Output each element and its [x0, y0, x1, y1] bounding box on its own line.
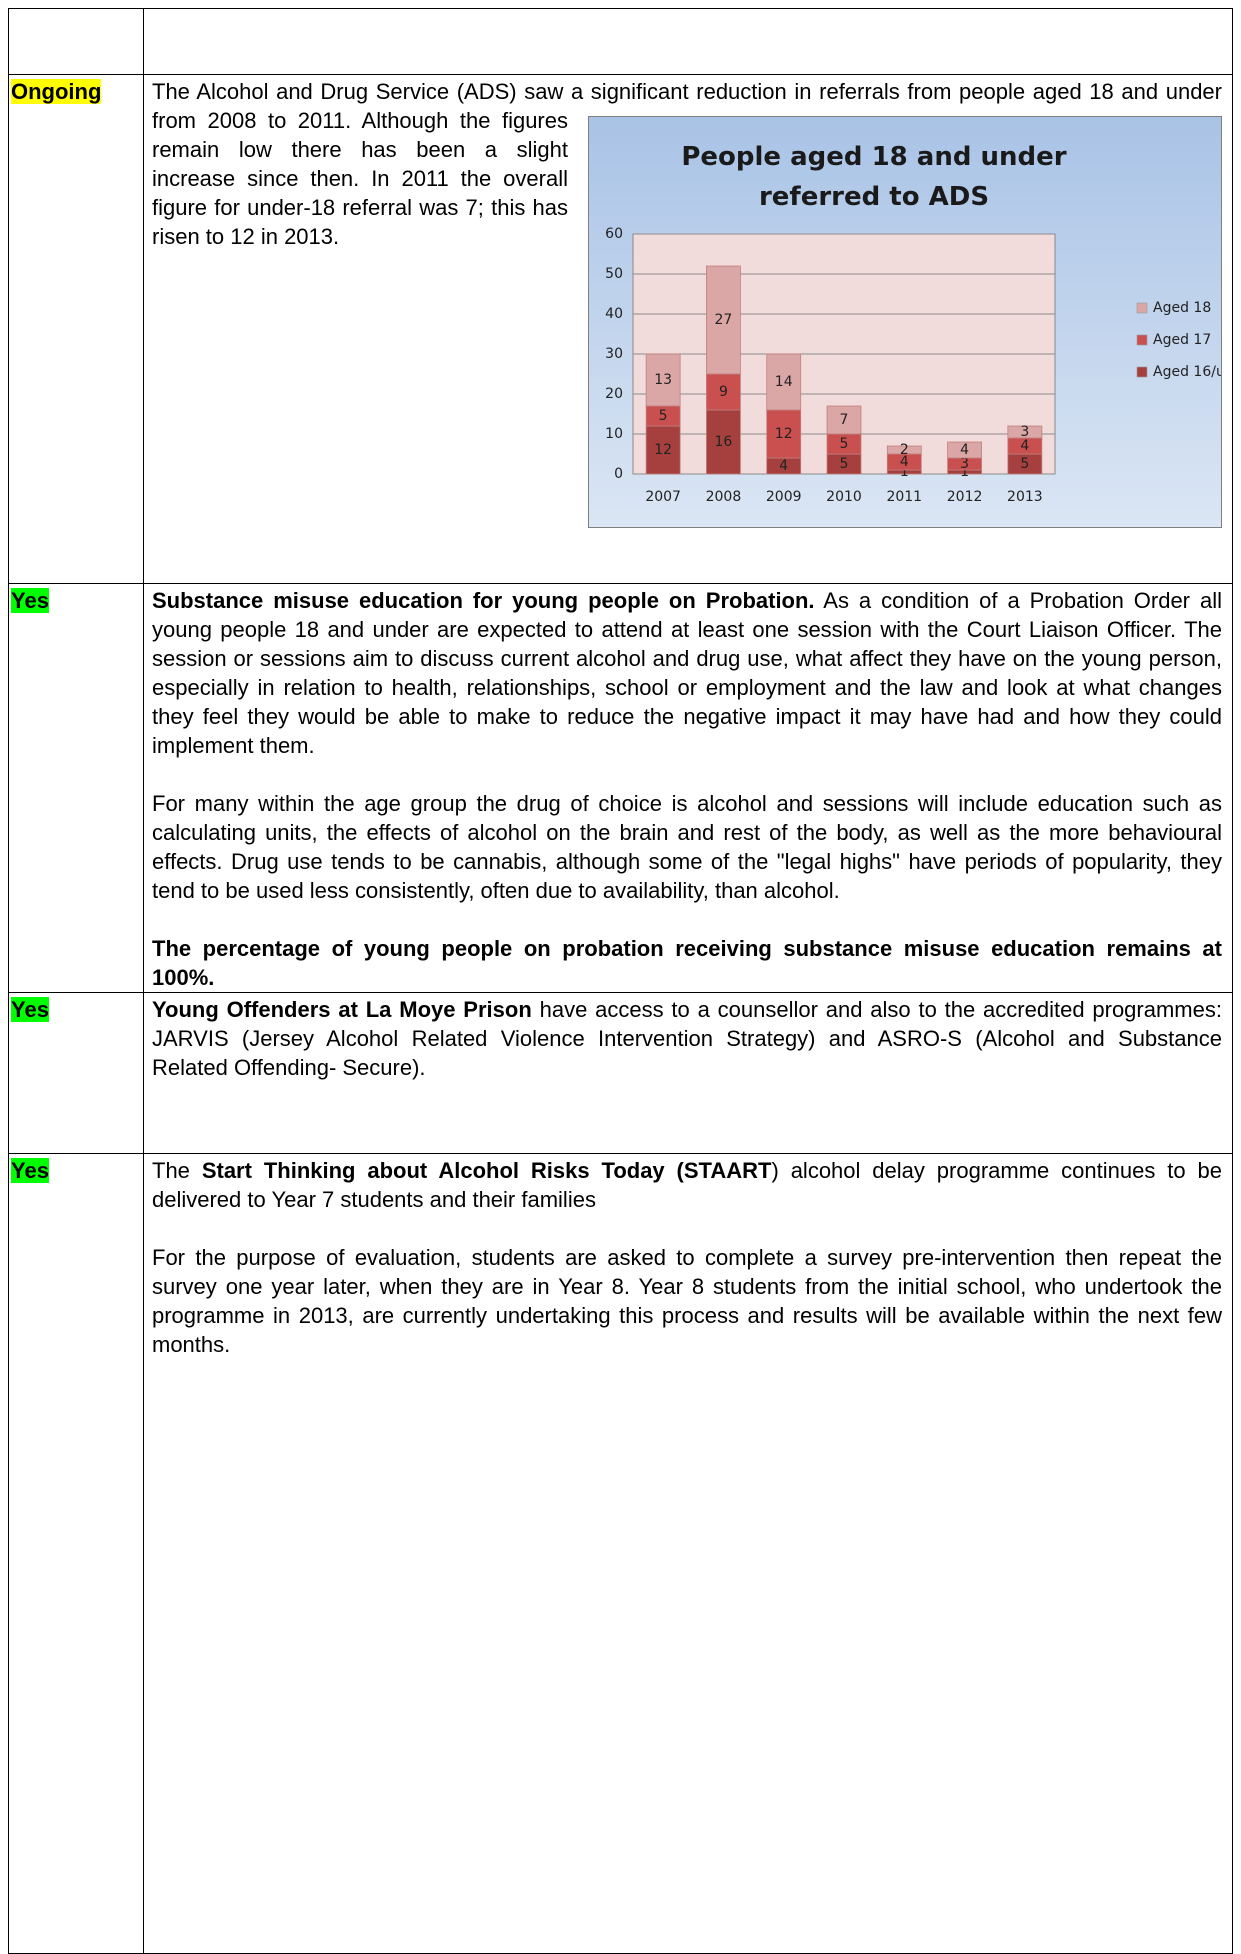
status-cell: Yes	[8, 992, 144, 1154]
status-label: Yes	[11, 1158, 49, 1183]
table-row: Yes The Start Thinking about Alcohol Risk…	[8, 1153, 1233, 1954]
data-label: 5	[840, 456, 849, 472]
paragraph: For the purpose of evaluation, students …	[152, 1243, 1222, 1359]
chart: 0 10 20 30 40 50 60 12 5 13 2007 16 9 27 2008 4 12 14 2009…	[588, 116, 1222, 528]
y-tick-label: 10	[605, 426, 623, 442]
x-tick-label: 2011	[886, 489, 922, 505]
text: For the purpose of evaluation, students …	[152, 1245, 1222, 1357]
data-label: 4	[960, 442, 969, 458]
chart-svg: 0102030405060125132007169272008412142009…	[589, 117, 1221, 527]
bar-segment	[706, 373, 741, 411]
status-label: Yes	[11, 588, 49, 613]
bar-segment	[766, 353, 802, 411]
chart-title: People aged 18 and under referred to ADS	[681, 142, 1067, 212]
paragraph: Substance misuse education for young peo…	[152, 586, 1222, 760]
data-label: 3	[1020, 424, 1029, 440]
bar-segment	[706, 265, 741, 375]
header-row	[8, 8, 1233, 75]
data-label: 7	[840, 412, 849, 428]
data-label: 1	[960, 464, 969, 480]
table-body: Ongoing 0 10 20 30 40 50 60 12 5 13 2007 16 9 27 2008 4 1…	[8, 8, 1233, 1954]
x-tick-label: 2010	[826, 489, 862, 505]
data-label: 4	[900, 454, 909, 470]
text: As a condition of a Probation Order all …	[152, 588, 1222, 758]
bar-segment	[886, 445, 922, 455]
bar-segment	[706, 409, 741, 475]
x-tick-label: 2013	[1007, 489, 1043, 505]
data-label: 14	[775, 374, 793, 390]
x-tick-label: 2008	[706, 489, 742, 505]
bar-segment	[645, 353, 681, 407]
data-label: 5	[840, 436, 849, 452]
y-tick-label: 30	[605, 346, 623, 362]
x-tick-label: 2007	[645, 489, 681, 505]
bold-text: Young Offenders at La Moye Prison	[152, 997, 532, 1022]
status-cell: Yes	[8, 1153, 144, 1954]
x-tick-label: 2012	[947, 489, 983, 505]
empty-cell	[143, 8, 1233, 75]
y-tick-label: 60	[605, 226, 623, 242]
table-row: Yes Young Offenders at La Moye Prison hav…	[8, 992, 1233, 1154]
bar-segment	[645, 425, 681, 475]
data-label: 5	[1020, 456, 1029, 472]
data-label: 3	[960, 456, 969, 472]
text: The	[152, 1158, 202, 1183]
paragraph: Young Offenders at La Moye Prison have a…	[152, 995, 1222, 1082]
description-cell: Young Offenders at La Moye Prison have a…	[143, 992, 1233, 1154]
table-row: Ongoing 0 10 20 30 40 50 60 12 5 13 2007 16 9 27 2008 4 1…	[8, 74, 1233, 584]
bar-segment	[1007, 425, 1043, 439]
text: The Alcohol and Drug Service (ADS) saw a…	[152, 79, 1222, 249]
paragraph: 0 10 20 30 40 50 60 12 5 13 2007 16 9 27 2008 4 12 14 2009…	[152, 77, 1222, 528]
description-cell: Substance misuse education for young peo…	[143, 583, 1233, 993]
legend-swatch	[1136, 366, 1148, 378]
y-tick-label: 0	[614, 466, 623, 482]
status-table: Ongoing 0 10 20 30 40 50 60 12 5 13 2007 16 9 27 2008 4 1…	[8, 8, 1233, 1954]
data-label: 12	[654, 442, 672, 458]
legend-swatch	[1136, 302, 1148, 314]
text: have access to a counsellor and also to …	[152, 997, 1222, 1080]
data-label: 16	[715, 434, 733, 450]
data-label: 27	[715, 312, 733, 328]
y-tick-label: 40	[605, 306, 623, 322]
bold-text: The percentage of young people on probat…	[152, 936, 1222, 990]
paragraph: The Start Thinking about Alcohol Risks T…	[152, 1156, 1222, 1214]
legend-label: Aged 17	[1153, 332, 1211, 348]
x-tick-label: 2009	[766, 489, 802, 505]
empty-cell	[8, 8, 144, 75]
data-label: 4	[1020, 438, 1029, 454]
legend-swatch	[1136, 334, 1148, 346]
text: ) alcohol delay programme continues to b…	[152, 1158, 1222, 1212]
data-label: 5	[659, 408, 668, 424]
y-tick-label: 20	[605, 386, 623, 402]
description-cell: 0 10 20 30 40 50 60 12 5 13 2007 16 9 27 2008 4 12 14 2009…	[143, 74, 1233, 584]
legend-label: Aged 18	[1153, 300, 1211, 316]
bar-segment	[826, 405, 862, 435]
bold-text: Start Thinking about Alcohol Risks Today…	[201, 1158, 772, 1183]
bar-segment	[947, 441, 982, 459]
paragraph: The percentage of young people on probat…	[152, 934, 1222, 992]
description-cell: The Start Thinking about Alcohol Risks T…	[143, 1153, 1233, 1954]
paragraph: For many within the age group the drug o…	[152, 789, 1222, 905]
bold-text: Substance misuse education for young peo…	[152, 588, 815, 613]
bar-segment	[766, 409, 802, 459]
data-label: 9	[719, 384, 728, 400]
data-label: 13	[654, 372, 672, 388]
status-label: Ongoing	[11, 79, 102, 104]
legend-label: Aged 16/under	[1153, 364, 1221, 380]
status-label: Yes	[11, 997, 49, 1022]
data-label: 2	[900, 442, 909, 458]
status-cell: Yes	[8, 583, 144, 993]
data-label: 1	[900, 464, 909, 480]
text: For many within the age group the drug o…	[152, 791, 1222, 903]
page: Ongoing 0 10 20 30 40 50 60 12 5 13 2007 16 9 27 2008 4 1…	[8, 8, 1233, 1954]
data-label: 12	[775, 426, 793, 442]
y-tick-label: 50	[605, 266, 623, 282]
table-row: Yes Substance misuse education for young …	[8, 583, 1233, 993]
data-label: 4	[779, 458, 788, 474]
status-cell: Ongoing	[8, 74, 144, 584]
